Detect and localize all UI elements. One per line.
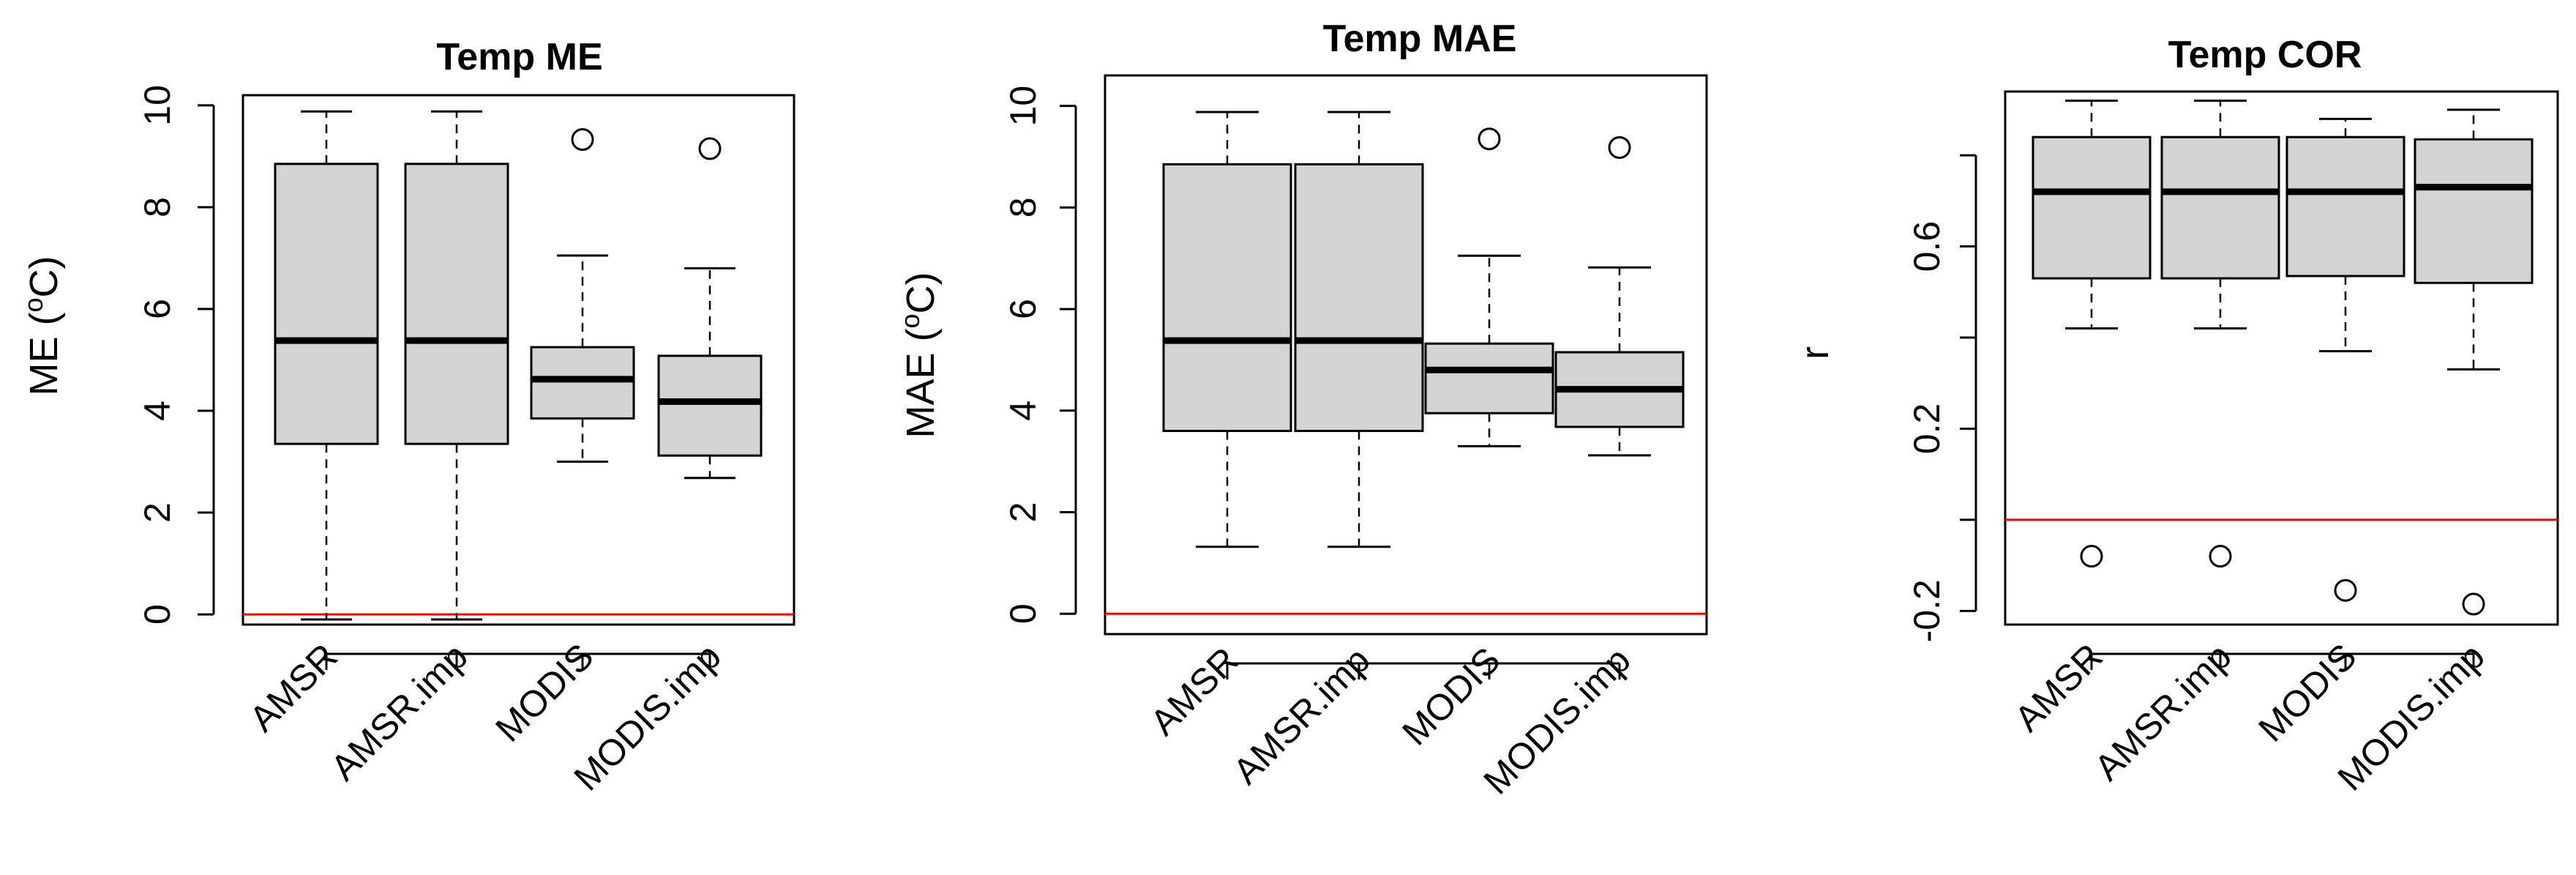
outlier-point <box>2462 592 2485 616</box>
box-amsr: AMSR <box>2007 99 2152 740</box>
y-label-degree: o <box>18 297 48 312</box>
iqr-box <box>1294 163 1424 433</box>
y-tick-label: 4 <box>137 401 178 421</box>
iqr-box <box>274 163 379 445</box>
outlier-point <box>2209 545 2232 568</box>
x-tick-label: AMSR <box>242 636 345 740</box>
outlier-point <box>2334 578 2357 602</box>
iqr-box <box>1162 163 1292 433</box>
y-axis-label: r <box>1793 346 1837 360</box>
box-modis-imp: MODIS.imp <box>566 137 763 798</box>
box-modis-imp: MODIS.imp <box>1475 135 1685 802</box>
chart-title: Temp MAE <box>1323 18 1517 60</box>
plot-frame <box>242 94 795 626</box>
y-tick-label: 0 <box>1003 603 1044 624</box>
y-tick-label: 6 <box>1003 299 1044 319</box>
box-amsr: AMSR <box>242 110 379 740</box>
y-tick-label: 10 <box>137 85 178 126</box>
chart-title: Temp ME <box>436 36 602 78</box>
x-tick-label: AMSR.imp <box>1225 639 1378 792</box>
y-tick-label: 2 <box>1003 502 1044 523</box>
iqr-box <box>404 163 509 445</box>
x-tick-label: AMSR.imp <box>323 636 476 789</box>
outlier-point <box>1478 127 1501 151</box>
x-tick-label: AMSR <box>2007 636 2111 740</box>
y-tick-label: 0.6 <box>1906 221 1947 272</box>
y-axis-label: MAE (oC) <box>895 272 943 438</box>
outlier-point <box>571 127 594 151</box>
y-tick-label: 8 <box>137 197 178 217</box>
y-label-main: ME ( <box>22 313 66 396</box>
y-label-unit: C) <box>899 272 943 313</box>
chart-title: Temp COR <box>2168 34 2362 76</box>
plot-frame <box>2004 90 2559 626</box>
x-tick-label: AMSR <box>1142 639 1246 743</box>
y-tick-label: 0.2 <box>1906 403 1947 455</box>
y-label-main: MAE ( <box>899 328 943 438</box>
outlier-point <box>1608 135 1631 159</box>
iqr-box <box>2032 135 2152 280</box>
x-tick-label: MODIS <box>1394 639 1508 753</box>
outlier-point <box>2080 545 2103 568</box>
y-label-unit: C) <box>22 256 66 297</box>
iqr-box <box>1424 342 1554 414</box>
y-axis-label: ME (oC) <box>18 256 67 395</box>
iqr-box <box>657 354 763 457</box>
x-tick-label: AMSR.imp <box>2086 636 2239 789</box>
y-label-degree: o <box>895 313 925 328</box>
box-amsr: AMSR <box>1142 111 1292 743</box>
plot-frame <box>1104 74 1708 636</box>
outlier-point <box>698 137 722 160</box>
iqr-box <box>2285 135 2405 278</box>
y-tick-label: 10 <box>1003 86 1044 127</box>
y-tick-label: 6 <box>137 299 178 319</box>
y-tick-label: 8 <box>1003 197 1044 217</box>
iqr-box <box>530 346 635 420</box>
iqr-box <box>2160 135 2280 280</box>
y-tick-label: 4 <box>1003 401 1044 421</box>
y-tick-label: 2 <box>137 502 178 523</box>
iqr-box <box>2414 138 2534 284</box>
y-tick-label: 0 <box>137 604 178 625</box>
y-tick-label: -0.2 <box>1906 579 1947 642</box>
box-modis: MODIS <box>487 127 635 750</box>
